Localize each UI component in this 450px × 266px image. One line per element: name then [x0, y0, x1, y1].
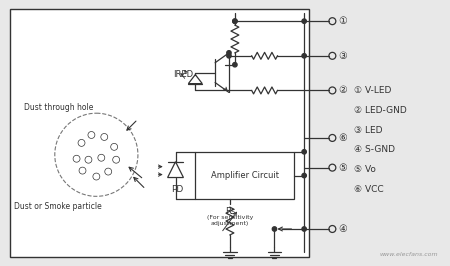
Text: Rs: Rs	[225, 207, 235, 216]
Text: Dust or Smoke particle: Dust or Smoke particle	[14, 202, 102, 211]
Text: ④: ④	[338, 224, 346, 234]
Circle shape	[302, 227, 306, 231]
Circle shape	[302, 149, 306, 154]
Text: www.elecfans.com: www.elecfans.com	[379, 252, 438, 257]
Text: ① V-LED: ① V-LED	[354, 86, 391, 95]
Text: ③ LED: ③ LED	[354, 126, 382, 135]
Text: ③: ③	[338, 51, 346, 61]
Circle shape	[302, 173, 306, 178]
Text: ② LED-GND: ② LED-GND	[354, 106, 406, 115]
Text: ⑤: ⑤	[338, 163, 346, 173]
Text: (For sensitivity
adjustment): (For sensitivity adjustment)	[207, 215, 253, 226]
Circle shape	[272, 227, 277, 231]
Text: ⑥ VCC: ⑥ VCC	[354, 185, 383, 194]
Text: ⑥: ⑥	[338, 133, 346, 143]
Circle shape	[302, 54, 306, 58]
Text: PD: PD	[171, 185, 184, 194]
Text: ①: ①	[338, 16, 346, 26]
Text: ②: ②	[338, 85, 346, 95]
Text: ④ S-GND: ④ S-GND	[354, 145, 395, 154]
Circle shape	[233, 19, 237, 23]
Text: IRED: IRED	[173, 70, 194, 79]
Text: Dust through hole: Dust through hole	[24, 103, 94, 112]
Bar	[195, 152, 294, 199]
Circle shape	[233, 19, 237, 23]
Circle shape	[233, 63, 237, 67]
Circle shape	[302, 19, 306, 23]
Circle shape	[227, 51, 231, 55]
Bar	[10, 9, 309, 257]
Circle shape	[227, 54, 231, 58]
Text: Amplifier Circuit: Amplifier Circuit	[211, 171, 279, 180]
Text: ⑤ Vo: ⑤ Vo	[354, 165, 375, 174]
